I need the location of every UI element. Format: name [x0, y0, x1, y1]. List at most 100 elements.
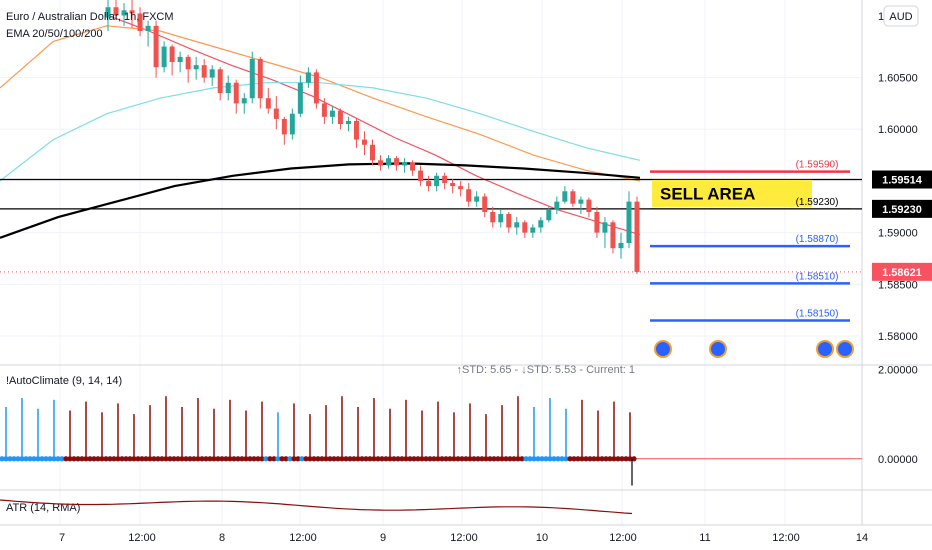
- osc-dot: [375, 456, 381, 462]
- candle-body: [273, 108, 279, 119]
- oscillator-stats: ↑STD: 5.65 - ↓STD: 5.53 - Current: 1: [456, 364, 635, 376]
- osc-dot: [147, 456, 153, 462]
- osc-dot: [103, 456, 109, 462]
- time-tick-label: 12:00: [289, 532, 317, 544]
- candle-body: [321, 103, 327, 117]
- osc-dot: [347, 456, 353, 462]
- economic-event-icon[interactable]: [654, 340, 672, 358]
- osc-dot: [63, 456, 69, 462]
- candle-body: [530, 227, 536, 233]
- ema-line: [0, 82, 641, 182]
- economic-event-icon[interactable]: [816, 340, 834, 358]
- candle-body: [241, 98, 247, 104]
- time-tick-label: 12:00: [772, 532, 800, 544]
- atr-title: ATR (14, RMA): [6, 502, 80, 514]
- candle-body: [394, 158, 400, 166]
- osc-dot: [251, 456, 257, 462]
- price-label-text: 1.59514: [882, 175, 923, 187]
- osc-dot: [383, 456, 389, 462]
- osc-dot: [39, 456, 45, 462]
- osc-dot: [311, 456, 317, 462]
- osc-dot: [595, 456, 601, 462]
- osc-dot: [575, 456, 581, 462]
- osc-dot: [207, 456, 213, 462]
- osc-dot: [235, 456, 241, 462]
- osc-dot: [439, 456, 445, 462]
- osc-dot: [419, 456, 425, 462]
- time-tick-label: 11: [699, 532, 710, 544]
- osc-dot: [627, 456, 633, 462]
- candle-body: [426, 180, 432, 187]
- ema-line: [107, 14, 641, 236]
- osc-dot: [271, 456, 277, 462]
- osc-dot: [367, 456, 373, 462]
- candle-body: [386, 158, 392, 166]
- osc-dot: [531, 456, 537, 462]
- candle-body: [305, 72, 311, 83]
- osc-dot: [159, 456, 165, 462]
- osc-dot: [307, 456, 313, 462]
- osc-dot: [495, 456, 501, 462]
- price-label-text: 1.59230: [882, 204, 922, 216]
- osc-dot: [87, 456, 93, 462]
- candle-body: [137, 13, 143, 32]
- osc-dot: [443, 456, 449, 462]
- price-tick-label: 1.58000: [878, 331, 918, 343]
- osc-dot: [227, 456, 233, 462]
- candle-body: [161, 46, 167, 68]
- osc-dot: [363, 456, 369, 462]
- osc-dot: [171, 456, 177, 462]
- osc-dot: [539, 456, 545, 462]
- osc-dot: [607, 456, 613, 462]
- osc-dot: [487, 456, 493, 462]
- candle-body: [586, 199, 592, 212]
- osc-dot: [139, 456, 145, 462]
- osc-dot: [611, 456, 617, 462]
- osc-dot: [51, 456, 57, 462]
- osc-dot: [527, 456, 533, 462]
- economic-event-icon[interactable]: [709, 340, 727, 358]
- osc-dot: [55, 456, 61, 462]
- osc-dot: [191, 456, 197, 462]
- osc-tick-label: 0.00000: [878, 454, 918, 466]
- osc-dot: [351, 456, 357, 462]
- osc-dot: [119, 456, 125, 462]
- candle-body: [570, 191, 576, 204]
- time-tick-label: 10: [536, 532, 548, 544]
- candle-body: [113, 7, 119, 16]
- osc-dot: [303, 456, 309, 462]
- osc-dot: [479, 456, 485, 462]
- candle-body: [169, 46, 175, 63]
- osc-dot: [215, 456, 221, 462]
- candle-body: [410, 162, 416, 171]
- osc-dot: [95, 456, 101, 462]
- osc-dot: [143, 456, 149, 462]
- osc-dot: [223, 456, 229, 462]
- candle-body: [337, 110, 343, 125]
- osc-dot: [523, 456, 529, 462]
- sell-area-box[interactable]: [652, 179, 812, 207]
- candle-body: [105, 7, 111, 18]
- level-label: (1.58870): [796, 234, 839, 245]
- candle-body: [562, 191, 568, 202]
- candle-body: [474, 196, 480, 202]
- osc-dot: [283, 456, 289, 462]
- currency-button[interactable]: [883, 5, 919, 27]
- candle-body: [546, 209, 552, 221]
- osc-dot: [331, 456, 337, 462]
- level-label: (1.59590): [796, 160, 839, 171]
- candle-body: [450, 183, 456, 187]
- osc-dot: [79, 456, 85, 462]
- candle-body: [514, 222, 520, 228]
- osc-dot: [71, 456, 77, 462]
- candle-body: [313, 72, 319, 104]
- osc-dot: [123, 456, 129, 462]
- osc-dot: [267, 456, 273, 462]
- osc-dot: [47, 456, 53, 462]
- economic-event-icon[interactable]: [836, 340, 854, 358]
- candle-body: [353, 120, 359, 140]
- osc-dot: [319, 456, 325, 462]
- osc-dot: [415, 456, 421, 462]
